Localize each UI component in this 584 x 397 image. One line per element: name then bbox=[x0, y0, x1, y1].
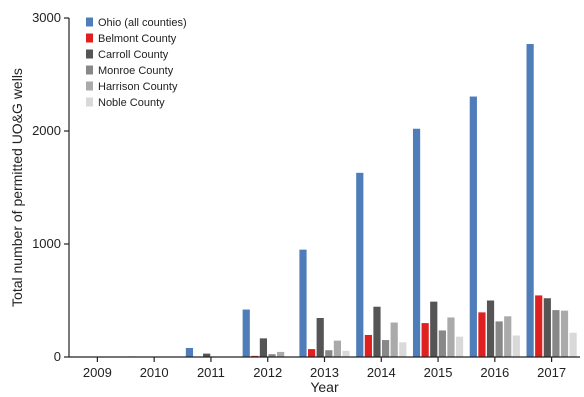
legend-swatch bbox=[86, 17, 93, 27]
bar bbox=[552, 310, 560, 357]
y-tick-label: 1000 bbox=[32, 236, 61, 251]
bar bbox=[277, 351, 285, 357]
bar bbox=[478, 312, 486, 357]
bars-group bbox=[129, 43, 577, 358]
x-tick-label: 2012 bbox=[253, 365, 282, 380]
bar bbox=[526, 43, 534, 358]
bar bbox=[504, 316, 512, 357]
bar bbox=[399, 342, 407, 357]
bar bbox=[268, 354, 276, 357]
bar bbox=[512, 335, 520, 357]
bar bbox=[569, 332, 577, 357]
bar bbox=[455, 336, 464, 357]
legend-label: Monroe County bbox=[98, 65, 174, 77]
legend-label: Carroll County bbox=[98, 49, 169, 61]
legend: Ohio (all counties) Belmont County Carroll… bbox=[86, 17, 187, 109]
bar bbox=[333, 340, 341, 357]
x-ticks: 2009 2010 2011 2012 2013 2014 2015 2016 2017 bbox=[83, 357, 566, 380]
bar bbox=[308, 349, 316, 357]
y-tick-label: 0 bbox=[54, 349, 61, 364]
x-tick-label: 2009 bbox=[83, 365, 112, 380]
bar bbox=[543, 298, 551, 357]
bar bbox=[316, 318, 324, 357]
bar bbox=[342, 350, 350, 357]
bar bbox=[486, 300, 495, 357]
y-axis-title: Total number of permitted UO&G wells bbox=[9, 68, 25, 307]
bar bbox=[242, 309, 250, 357]
bar bbox=[430, 301, 438, 357]
legend-swatch bbox=[86, 33, 93, 43]
bar bbox=[535, 295, 543, 357]
bar bbox=[495, 321, 503, 357]
y-tick-label: 2000 bbox=[32, 123, 61, 138]
bar bbox=[469, 96, 477, 357]
bar bbox=[560, 310, 569, 357]
legend-label: Belmont County bbox=[98, 33, 177, 45]
legend-label: Ohio (all counties) bbox=[98, 17, 187, 29]
y-ticks: 0 1000 2000 3000 bbox=[32, 10, 69, 364]
x-tick-label: 2015 bbox=[424, 365, 453, 380]
bar bbox=[438, 330, 446, 357]
x-tick-label: 2010 bbox=[140, 365, 169, 380]
bar bbox=[390, 322, 398, 357]
bar bbox=[381, 340, 390, 357]
bar bbox=[299, 249, 307, 357]
bar bbox=[412, 128, 421, 357]
legend-swatch bbox=[86, 81, 93, 91]
bar bbox=[364, 334, 372, 357]
bar bbox=[373, 306, 381, 357]
bar bbox=[447, 317, 455, 357]
legend-swatch bbox=[86, 49, 93, 59]
x-axis-title: Year bbox=[310, 379, 339, 395]
bar bbox=[421, 323, 429, 357]
bar bbox=[185, 347, 194, 357]
x-tick-label: 2013 bbox=[310, 365, 339, 380]
x-tick-label: 2017 bbox=[537, 365, 566, 380]
bar bbox=[356, 172, 364, 357]
legend-swatch bbox=[86, 97, 93, 107]
bar bbox=[203, 353, 211, 357]
y-tick-label: 3000 bbox=[32, 10, 61, 25]
bar bbox=[259, 338, 268, 357]
x-tick-label: 2014 bbox=[367, 365, 396, 380]
bar bbox=[325, 350, 333, 357]
legend-swatch bbox=[86, 65, 93, 75]
legend-label: Noble County bbox=[98, 97, 165, 109]
x-tick-label: 2011 bbox=[197, 365, 225, 380]
legend-label: Harrison County bbox=[98, 81, 178, 93]
x-tick-label: 2016 bbox=[480, 365, 509, 380]
